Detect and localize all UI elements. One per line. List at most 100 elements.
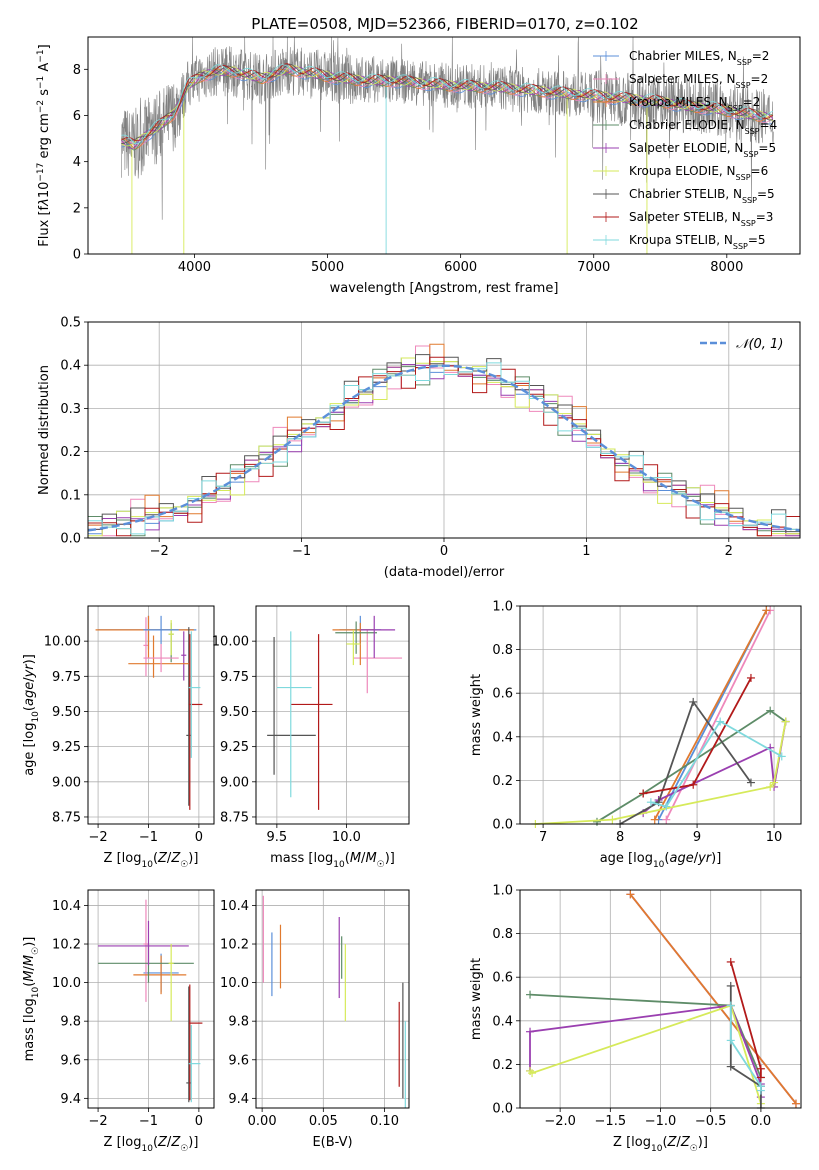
- y-tick-label: 0.8: [492, 643, 513, 658]
- x-tick-label: 8: [616, 830, 624, 845]
- y-axis-label: mass weight: [469, 958, 484, 1040]
- weight-line: [650, 720, 783, 808]
- y-tick-label: 0.0: [492, 818, 513, 833]
- y-tick-label: 10.2: [52, 938, 81, 953]
- y-tick-label: 0.0: [492, 1102, 513, 1117]
- y-tick-label: 8: [73, 63, 81, 78]
- legend-label: Kroupa STELIB, NSSP=5: [629, 233, 766, 251]
- plot-area-mass-vs-EBV: [262, 895, 406, 1108]
- y-tick-label: 0.1: [60, 488, 81, 503]
- plot-area-weight-vs-Z: [526, 890, 800, 1112]
- x-tick-label: 4000: [178, 260, 211, 275]
- figure-title: PLATE=0508, MJD=52366, FIBERID=0170, z=0…: [251, 15, 638, 33]
- y-tick-label: 10.0: [52, 976, 81, 991]
- x-axis-label: wavelength [Angstrom, rest frame]: [330, 281, 559, 296]
- y-tick-label: 0.4: [492, 730, 513, 745]
- model-spectrum-line: [121, 64, 774, 145]
- y-tick-label: 9.50: [220, 705, 249, 720]
- x-axis-label: age [log10(age/yr)]: [600, 851, 722, 870]
- x-axis-label: Z [log10(Z/Z☉)]: [104, 851, 199, 870]
- normal-curve: [87, 364, 801, 532]
- axes-frame: [255, 889, 410, 1109]
- x-tick-label: 0.0: [751, 1114, 772, 1129]
- x-tick-label: −2: [88, 1114, 107, 1129]
- x-tick-label: 5000: [311, 260, 344, 275]
- x-tick-label: 0.05: [309, 1114, 338, 1129]
- x-axis-label: Z [log10(Z/Z☉)]: [613, 1135, 708, 1154]
- legend-label: 𝒩(0, 1): [736, 337, 783, 352]
- y-tick-label: 9.50: [52, 705, 81, 720]
- y-tick-label: 0.2: [492, 1058, 513, 1073]
- panel-weight-vs-age: 7 8 9 10 0.0 0.2 0.4 0.6 0.8 1.0 age [log10(age/yr…: [469, 600, 802, 870]
- y-tick-label: 2: [73, 201, 81, 216]
- x-tick-label: 10: [766, 830, 783, 845]
- x-tick-label: −2.0: [544, 1114, 576, 1129]
- x-tick-label: 2: [725, 544, 733, 559]
- panel-age-vs-mass: 9.5 10.0 8.75 9.00 9.25 9.50 9.75 10.00 mass [lo…: [212, 605, 410, 870]
- plot-area-residuals: [87, 343, 801, 537]
- panel-weight-vs-Z: −2.0 −1.5 −1.0 −0.5 0.0 0.0 0.2 0.4 0.6 0.8 1.0 Z […: [469, 884, 802, 1154]
- y-tick-label: 9.00: [52, 775, 81, 790]
- panel-age-vs-Z: −2 −1 0 8.75 9.00 9.25 9.50 9.75 10.00 Z [log10(Z…: [22, 605, 215, 870]
- panel-mass-vs-Z: −2 −1 0 9.4 9.6 9.8 10.0 10.2 10.4 Z [log10(Z/Z☉)…: [22, 889, 215, 1154]
- y-tick-label: 9.4: [60, 1092, 81, 1107]
- x-tick-label: 7: [539, 830, 547, 845]
- y-tick-label: 0.6: [492, 971, 513, 986]
- y-tick-label: 10.4: [52, 899, 81, 914]
- x-tick-label: −0.5: [695, 1114, 727, 1129]
- histogram-step: [88, 362, 800, 535]
- x-tick-label: 0.00: [248, 1114, 277, 1129]
- y-tick-label: 1.0: [492, 600, 513, 615]
- x-axis-label: Z [log10(Z/Z☉)]: [104, 1135, 199, 1154]
- y-tick-label: 0.3: [60, 402, 81, 417]
- legend-label: Kroupa ELODIE, NSSP=6: [629, 164, 768, 182]
- y-tick-label: 0.5: [60, 316, 81, 331]
- axes-frame: [255, 605, 410, 825]
- x-tick-label: −1.0: [645, 1114, 677, 1129]
- legend-label: Chabrier ELODIE, NSSP=4: [629, 118, 777, 136]
- y-tick-label: 0: [73, 248, 81, 263]
- weight-line: [529, 1004, 762, 1098]
- legend-label: Chabrier MILES, NSSP=2: [629, 49, 769, 67]
- axes-frame: [87, 889, 215, 1109]
- y-tick-label: 8.75: [52, 810, 81, 825]
- x-tick-label: −1.5: [595, 1114, 627, 1129]
- x-tick-label: 9: [693, 830, 701, 845]
- x-tick-label: 10.0: [332, 830, 361, 845]
- x-axis-label: (data-model)/error: [384, 565, 505, 580]
- weight-line: [596, 709, 787, 823]
- observed-spectrum: [121, 36, 774, 220]
- y-tick-label: 0.8: [492, 927, 513, 942]
- y-tick-label: 8.75: [220, 810, 249, 825]
- y-tick-label: 9.75: [220, 670, 249, 685]
- panel-residuals: −2 −1 0 1 2 0.0 0.1 0.2 0.3 0.4 0.5 (data-model)/er…: [37, 316, 801, 580]
- legend-label: Kroupa MILES, NSSP=2: [629, 95, 760, 113]
- y-tick-label: 9.25: [52, 740, 81, 755]
- y-axis-label: Normed distribution: [37, 365, 52, 495]
- y-tick-label: 0.2: [492, 774, 513, 789]
- y-tick-label: 0.2: [60, 445, 81, 460]
- legend-label: Chabrier STELIB, NSSP=5: [629, 187, 775, 205]
- y-axis-label: Flux [fλ10−17 erg cm−2 s−1 A−1]: [36, 44, 52, 246]
- legend-label: Salpeter ELODIE, NSSP=5: [629, 141, 776, 159]
- x-tick-label: −2: [88, 830, 107, 845]
- model-spectrum-line: [121, 68, 773, 150]
- y-tick-label: 9.8: [60, 1015, 81, 1030]
- y-tick-label: 10.2: [220, 938, 249, 953]
- panel-mass-vs-EBV: 0.00 0.05 0.10 9.4 9.6 9.8 10.0 10.2 10.4 E(B-V): [220, 889, 410, 1150]
- x-tick-label: −1: [139, 1114, 158, 1129]
- x-tick-label: 8000: [710, 260, 743, 275]
- y-tick-label: 0.0: [60, 532, 81, 547]
- x-tick-label: 7000: [577, 260, 610, 275]
- y-tick-label: 9.00: [220, 775, 249, 790]
- y-tick-label: 0.6: [492, 687, 513, 702]
- y-tick-label: 0.4: [60, 359, 81, 374]
- legend-label: Salpeter STELIB, NSSP=3: [629, 210, 773, 228]
- weight-line: [619, 699, 752, 825]
- axes-frame: [519, 889, 802, 1109]
- x-tick-label: −1: [292, 544, 311, 559]
- y-tick-label: 9.25: [220, 740, 249, 755]
- plot-area-weight-vs-age: [531, 606, 790, 828]
- axes-frame: [87, 605, 215, 825]
